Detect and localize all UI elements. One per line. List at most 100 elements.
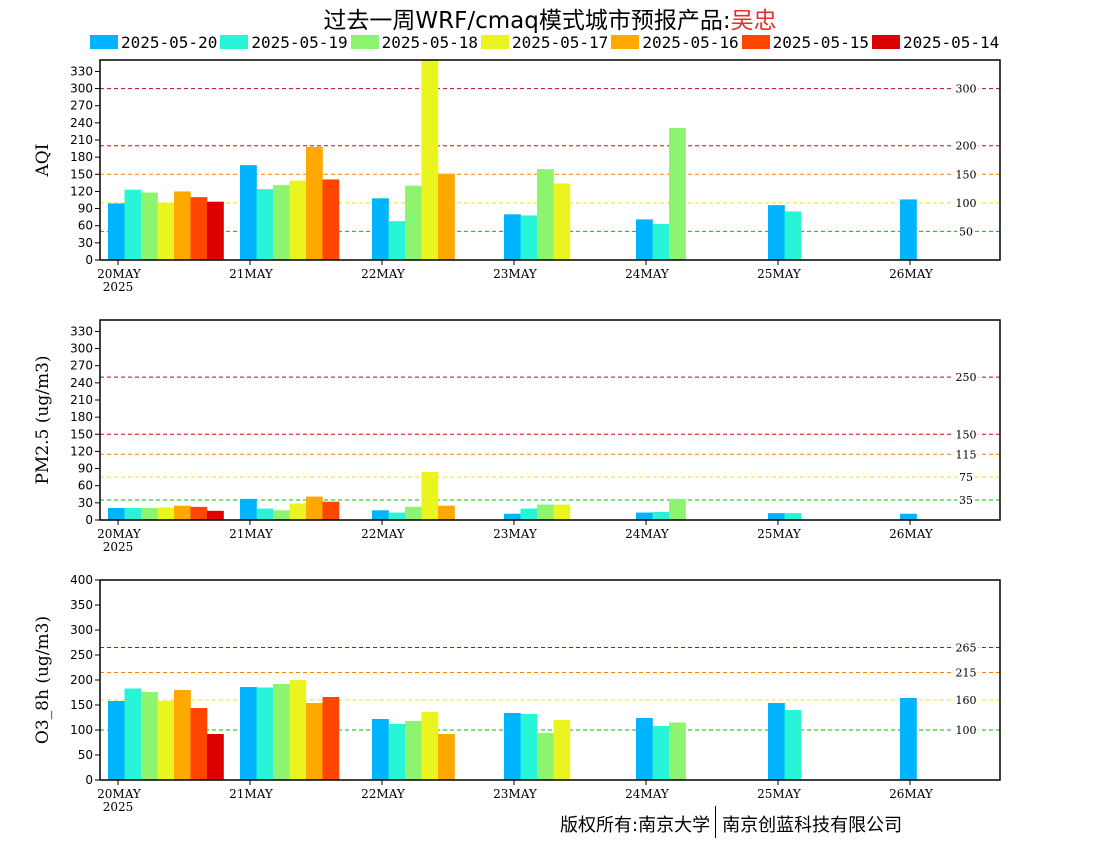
bar <box>256 189 274 260</box>
bar <box>900 199 917 260</box>
x-tick-label: 20MAY <box>97 267 142 281</box>
y-tick-label: 210 <box>70 133 93 147</box>
threshold-label-bg <box>953 144 979 147</box>
threshold-label-bg <box>953 729 979 731</box>
legend-swatch <box>220 35 249 49</box>
bar <box>157 202 175 260</box>
threshold-label: 150 <box>956 428 977 441</box>
x-tick-label: 23MAY <box>493 527 538 541</box>
bar <box>124 508 142 520</box>
bar <box>256 687 274 780</box>
y-tick-label: 300 <box>70 342 93 356</box>
legend-swatch <box>741 35 770 49</box>
bar <box>289 180 307 260</box>
bar <box>157 701 175 780</box>
y-tick-label: 330 <box>70 64 93 78</box>
threshold-label-bg <box>953 433 979 436</box>
x-year-label: 2025 <box>103 280 134 294</box>
y-tick-label: 60 <box>78 479 93 493</box>
bar <box>190 197 208 260</box>
legend-item: 2025-05-18 <box>350 33 478 52</box>
title-main: 过去一周WRF/cmaq模式城市预报产品: <box>323 8 731 34</box>
x-tick-label: 23MAY <box>493 267 538 281</box>
bar <box>157 507 175 520</box>
threshold-label-bg <box>953 87 979 90</box>
legend: 2025-05-20 2025-05-19 2025-05-18 2025-05-17… <box>90 33 1002 55</box>
x-tick-label: 25MAY <box>757 527 802 541</box>
threshold-label: 160 <box>956 694 977 707</box>
y-tick-label: 100 <box>70 723 93 737</box>
bar <box>768 703 785 780</box>
bar <box>438 173 455 260</box>
bar <box>273 185 290 260</box>
bar <box>636 718 653 780</box>
bar <box>438 505 455 520</box>
bar <box>141 192 158 260</box>
legend-item: 2025-05-16 <box>611 33 739 52</box>
x-tick-label: 22MAY <box>361 787 406 801</box>
bar <box>520 714 538 780</box>
copyright-company: 南京创蓝科技有限公司 <box>722 815 903 836</box>
bar <box>553 720 571 780</box>
bar <box>388 512 406 520</box>
y-tick-label: 0 <box>85 773 93 787</box>
bar <box>322 179 340 260</box>
x-year-label: 2025 <box>103 800 134 814</box>
y-tick-label: 50 <box>78 748 93 762</box>
bar <box>388 221 406 260</box>
bar <box>124 688 142 780</box>
bar <box>306 146 323 260</box>
legend-item: 2025-05-14 <box>871 33 999 52</box>
bar <box>108 508 125 520</box>
bar <box>306 496 323 520</box>
bar <box>520 215 538 260</box>
x-tick-label: 22MAY <box>361 527 406 541</box>
bar <box>504 713 521 780</box>
bar <box>240 687 257 780</box>
legend-swatch <box>871 35 900 49</box>
bar <box>900 513 917 520</box>
bar <box>273 510 290 520</box>
x-tick-label: 21MAY <box>229 527 274 541</box>
bar <box>900 698 917 780</box>
bar <box>306 703 323 780</box>
threshold-label: 35 <box>959 494 973 507</box>
y-tick-label: 150 <box>70 698 93 712</box>
x-tick-label: 24MAY <box>625 527 670 541</box>
y-tick-label: 350 <box>70 598 93 612</box>
y-tick-label: 250 <box>70 648 93 662</box>
x-tick-label: 21MAY <box>229 787 274 801</box>
x-tick-label: 25MAY <box>757 267 802 281</box>
legend-label: 2025-05-19 <box>251 33 348 52</box>
bar <box>421 60 439 260</box>
x-tick-label: 23MAY <box>493 787 538 801</box>
bar <box>768 513 785 520</box>
bar <box>504 214 521 260</box>
bar <box>669 498 686 520</box>
bar <box>289 503 307 520</box>
bar <box>207 510 224 520</box>
bar <box>190 708 208 780</box>
bar <box>784 211 802 260</box>
threshold-label: 250 <box>956 371 977 384</box>
bar <box>405 721 422 780</box>
y-tick-label: 120 <box>70 444 93 458</box>
bar <box>108 701 125 780</box>
threshold-label: 100 <box>956 724 977 737</box>
bar <box>141 508 158 520</box>
threshold-label: 100 <box>956 197 977 210</box>
bar <box>372 510 389 520</box>
threshold-label-bg <box>953 671 979 674</box>
bar <box>669 128 686 260</box>
legend-item: 2025-05-20 <box>90 33 217 52</box>
bar <box>405 185 422 260</box>
bar <box>553 183 571 260</box>
bar <box>537 733 554 780</box>
threshold-label: 150 <box>956 168 977 181</box>
y-tick-label: 150 <box>70 427 93 441</box>
plot-frame <box>99 319 1001 521</box>
bar <box>652 512 670 520</box>
threshold-label: 200 <box>956 140 977 153</box>
bar <box>372 198 389 260</box>
